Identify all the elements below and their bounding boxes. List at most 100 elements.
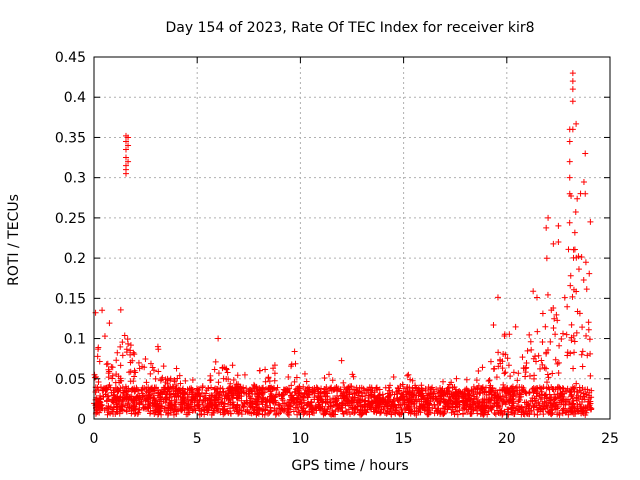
data-point [211, 366, 218, 373]
data-point [398, 405, 405, 412]
data-point [580, 410, 587, 417]
data-point [532, 397, 539, 404]
data-point [527, 397, 534, 404]
data-point [304, 401, 311, 408]
data-point [194, 391, 201, 398]
data-point [463, 385, 470, 392]
data-point [288, 382, 295, 389]
data-point [132, 397, 139, 404]
data-point [178, 407, 185, 414]
data-point [510, 392, 517, 399]
data-point [217, 389, 224, 396]
data-point [575, 253, 582, 260]
data-point [259, 394, 266, 401]
x-axis-label: GPS time / hours [291, 458, 408, 474]
data-point [273, 410, 280, 417]
data-point [552, 395, 559, 402]
data-point [443, 401, 450, 408]
data-point [399, 393, 406, 400]
data-point [213, 388, 220, 395]
data-point [265, 375, 272, 382]
data-point [368, 399, 375, 406]
data-point [211, 405, 218, 412]
data-point [440, 396, 447, 403]
data-point [494, 399, 501, 406]
data-point [268, 390, 275, 397]
data-point [524, 347, 531, 354]
data-point [291, 348, 298, 355]
data-point [301, 370, 308, 377]
data-point [528, 407, 535, 414]
data-point [101, 333, 108, 340]
data-point [582, 150, 589, 157]
data-point [114, 349, 121, 356]
data-point [133, 386, 140, 393]
data-point [441, 387, 448, 394]
data-point [559, 330, 566, 337]
data-point [253, 411, 260, 418]
data-point [520, 365, 527, 372]
data-point [345, 406, 352, 413]
data-point [285, 373, 292, 380]
data-point [117, 306, 124, 313]
x-tick-label: 5 [193, 431, 202, 447]
data-point [404, 372, 411, 379]
data-point [542, 323, 549, 330]
data-point [162, 379, 169, 386]
data-point [119, 339, 126, 346]
data-point [565, 246, 572, 253]
data-point [568, 321, 575, 328]
data-point [155, 368, 162, 375]
data-point [163, 409, 170, 416]
data-point [220, 407, 227, 414]
data-point [223, 366, 230, 373]
data-point [333, 396, 340, 403]
data-point [382, 384, 389, 391]
data-point [321, 375, 328, 382]
data-point [128, 387, 135, 394]
data-point [391, 409, 398, 416]
data-point [448, 379, 455, 386]
data-point [215, 335, 222, 342]
data-point [507, 373, 514, 380]
data-point [158, 411, 165, 418]
data-point [296, 409, 303, 416]
data-point [522, 389, 529, 396]
data-point [562, 409, 569, 416]
data-point [388, 411, 395, 418]
data-point [537, 365, 544, 372]
data-point [499, 386, 506, 393]
data-point [207, 377, 214, 384]
data-point [326, 371, 333, 378]
data-point [510, 398, 517, 405]
data-point [262, 378, 269, 385]
data-point [520, 405, 527, 412]
data-point [110, 387, 117, 394]
data-point [415, 385, 422, 392]
data-point [543, 224, 550, 231]
data-point [470, 383, 477, 390]
data-point [521, 411, 528, 418]
data-point [570, 410, 577, 417]
data-point [255, 391, 262, 398]
data-point [513, 383, 520, 390]
data-point [358, 411, 365, 418]
data-point [147, 408, 154, 415]
data-point [413, 411, 420, 418]
data-point [370, 406, 377, 413]
data-point [566, 158, 573, 165]
data-point [471, 393, 478, 400]
data-point [493, 374, 500, 381]
data-point [560, 405, 567, 412]
data-point [252, 396, 259, 403]
data-point [475, 403, 482, 410]
data-point [404, 388, 411, 395]
data-point [498, 396, 505, 403]
data-point [123, 407, 130, 414]
data-point [180, 395, 187, 402]
y-tick-label: 0.1 [64, 332, 86, 348]
data-point [415, 408, 422, 415]
data-point [523, 390, 530, 397]
x-axis-ticks: 0 5 10 15 20 25 [90, 57, 619, 447]
data-point [588, 394, 595, 401]
